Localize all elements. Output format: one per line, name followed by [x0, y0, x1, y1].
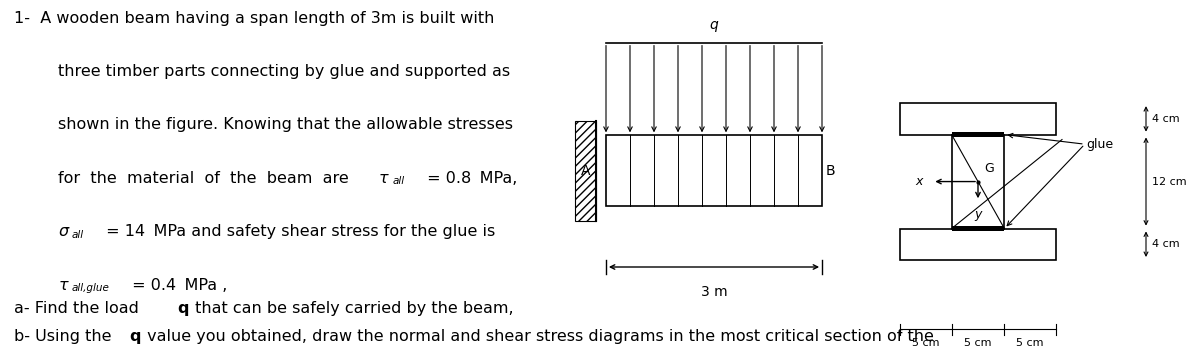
Text: 4 cm: 4 cm [1152, 239, 1180, 249]
Text: $\sigma$: $\sigma$ [58, 224, 70, 239]
Text: q: q [178, 301, 190, 316]
Bar [900, 229, 1056, 260]
Text: 5 cm: 5 cm [1016, 338, 1044, 348]
Text: all: all [392, 176, 404, 186]
Bar [952, 135, 1004, 229]
Text: for  the  material  of  the  beam  are: for the material of the beam are [58, 171, 359, 186]
Text: 12 cm: 12 cm [1152, 177, 1187, 187]
Bar [606, 135, 822, 206]
Text: B: B [826, 164, 835, 178]
Text: 3 m: 3 m [701, 285, 727, 299]
Text: y: y [974, 208, 982, 221]
Bar [575, 121, 596, 221]
Text: = 14  MPa and safety shear stress for the glue is: = 14 MPa and safety shear stress for the… [101, 224, 496, 239]
Text: q: q [130, 329, 142, 344]
Text: shown in the figure. Knowing that the allowable stresses: shown in the figure. Knowing that the al… [58, 117, 512, 132]
Bar [952, 226, 1004, 231]
Bar [952, 132, 1004, 137]
Text: that can be safely carried by the beam,: that can be safely carried by the beam, [190, 301, 514, 316]
Text: 4 cm: 4 cm [1152, 114, 1180, 124]
Text: glue: glue [1086, 138, 1114, 151]
Text: value you obtained, draw the normal and shear stress diagrams in the most critic: value you obtained, draw the normal and … [142, 329, 934, 344]
Text: all,glue: all,glue [72, 283, 110, 293]
Text: 1-  A wooden beam having a span length of 3m is built with: 1- A wooden beam having a span length of… [14, 11, 494, 26]
Text: = 0.4  MPa ,: = 0.4 MPa , [127, 278, 228, 293]
Text: q: q [709, 18, 719, 32]
Text: A: A [581, 164, 590, 178]
Text: three timber parts connecting by glue and supported as: three timber parts connecting by glue an… [58, 64, 510, 79]
Text: G: G [984, 162, 994, 175]
Text: $\tau$: $\tau$ [378, 171, 390, 186]
Text: a- Find the load: a- Find the load [14, 301, 144, 316]
Text: 5 cm: 5 cm [965, 338, 991, 348]
Bar [900, 103, 1056, 135]
Text: x: x [916, 175, 923, 188]
Text: 5 cm: 5 cm [912, 338, 940, 348]
Text: all: all [72, 230, 84, 240]
Text: b- Using the: b- Using the [14, 329, 118, 344]
Text: = 0.8  MPa,: = 0.8 MPa, [422, 171, 517, 186]
Text: $\tau$: $\tau$ [58, 278, 70, 293]
